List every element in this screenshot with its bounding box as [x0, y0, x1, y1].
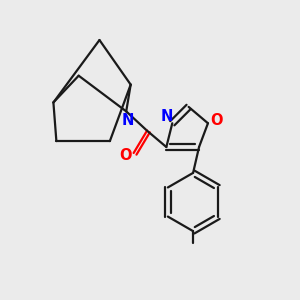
Text: O: O: [119, 148, 132, 163]
Text: N: N: [161, 109, 173, 124]
Text: N: N: [121, 113, 134, 128]
Text: O: O: [211, 113, 223, 128]
